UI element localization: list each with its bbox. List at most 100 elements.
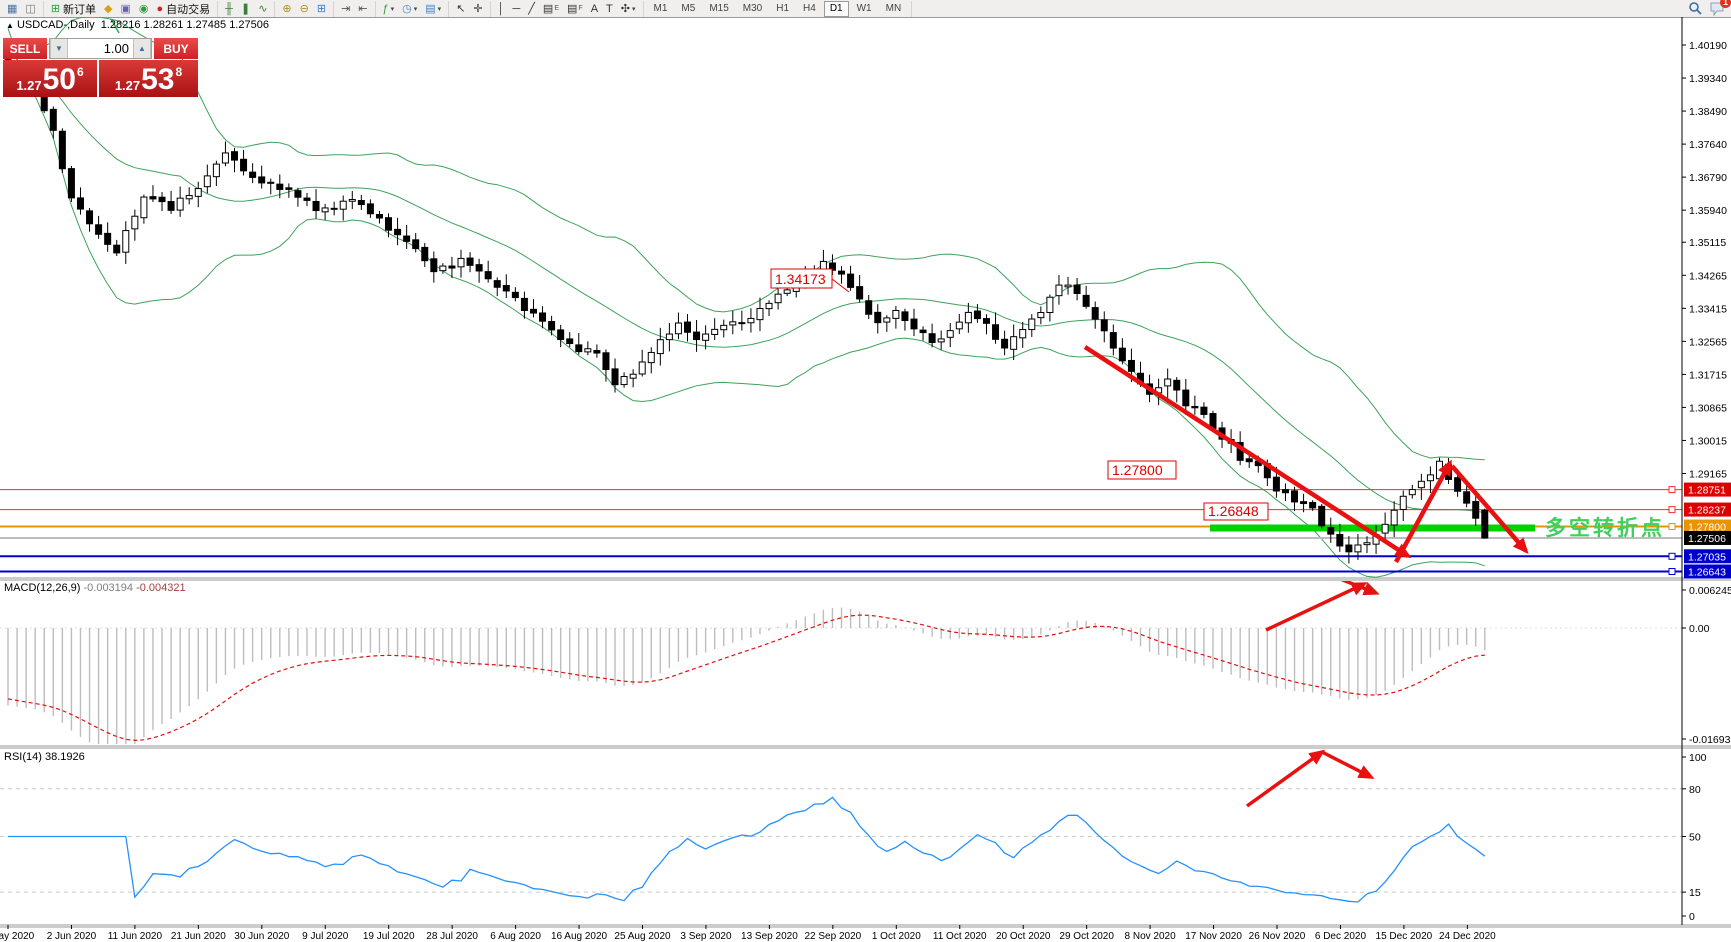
candle-body xyxy=(1127,359,1135,372)
bar-chart-type-icon[interactable]: ╫ xyxy=(222,2,236,16)
price-annotation-label: 1.26848 xyxy=(1203,502,1269,521)
candle-body xyxy=(1245,458,1253,463)
cursor-icon[interactable]: ↖ xyxy=(453,2,468,16)
candle-body xyxy=(1019,329,1027,339)
date-axis-label: 8 Nov 2020 xyxy=(1125,931,1177,942)
candle xyxy=(674,312,682,340)
candle xyxy=(838,266,846,284)
price-badge-text: 1.27035 xyxy=(1688,551,1726,563)
experts-icon[interactable]: ▣ xyxy=(118,2,134,16)
candle-body xyxy=(330,207,338,210)
horizontal-line-icon[interactable]: ─ xyxy=(510,2,524,16)
vertical-line-icon[interactable]: │ xyxy=(495,2,508,16)
sell-price-display[interactable]: 1.27 50 6 xyxy=(3,60,97,97)
candle xyxy=(1300,493,1308,513)
metaeditor-icon[interactable]: ◆ xyxy=(101,2,115,16)
periods-icon[interactable]: ◷ ▾ xyxy=(399,2,420,16)
fibonacci-icon[interactable]: ▤ F xyxy=(564,2,586,16)
charts-window-icon[interactable]: ▦ xyxy=(4,2,20,16)
candle-body xyxy=(1046,296,1054,313)
notifications-icon[interactable]: 1 xyxy=(1709,0,1731,17)
candle-body xyxy=(58,130,66,170)
candle-body xyxy=(684,321,691,333)
buy-button[interactable]: BUY xyxy=(154,38,198,59)
shapes-icon[interactable]: ✣ ▾ xyxy=(618,2,639,16)
candle xyxy=(1345,536,1353,564)
dropdown-caret-icon: ▾ xyxy=(413,5,418,13)
sell-button[interactable]: SELL xyxy=(3,38,47,59)
price-axis-label: 1.30015 xyxy=(1689,435,1727,447)
candle xyxy=(502,274,510,298)
candle xyxy=(140,194,148,224)
candle-body xyxy=(638,361,646,375)
candle xyxy=(158,192,166,212)
candle xyxy=(104,222,112,252)
timeframe-M5[interactable]: M5 xyxy=(681,2,696,14)
crosshair-icon: ✛ xyxy=(473,2,483,15)
zoom-window-icon[interactable]: ◫ xyxy=(22,2,38,16)
price-badge-text: 1.26643 xyxy=(1688,567,1726,579)
candle xyxy=(1399,490,1407,522)
toolbar-group-6: ↖ ✛ xyxy=(449,0,491,17)
volume-decrease-button[interactable]: ▼ xyxy=(50,39,68,58)
timeframe-M30[interactable]: M30 xyxy=(742,2,763,14)
timeframe-MN[interactable]: MN xyxy=(885,2,902,14)
timeframe-M1[interactable]: M1 xyxy=(653,2,668,14)
text-icon[interactable]: A xyxy=(588,2,601,16)
candle-chart-type-icon[interactable]: ❚ xyxy=(238,2,253,16)
autotrading-icon[interactable]: ● 自动交易 xyxy=(154,2,214,16)
signals-icon[interactable]: ◉ xyxy=(136,2,152,16)
candle xyxy=(883,315,891,332)
text-label-icon[interactable]: T xyxy=(603,2,616,16)
rsi-arrow-down xyxy=(1321,750,1375,779)
candle xyxy=(58,128,66,173)
timeframe-M15[interactable]: M15 xyxy=(709,2,729,14)
rsi-axis-label: 15 xyxy=(1689,887,1701,899)
candle xyxy=(484,260,492,283)
price-badge-1.27035 xyxy=(1684,549,1731,564)
candle-body xyxy=(194,188,202,197)
crosshair-icon[interactable]: ✛ xyxy=(470,2,485,16)
toolbar-group-1: ⊞ 新订单 ◆ ▣ ◉ ● 自动交易 xyxy=(44,0,219,17)
candle-body xyxy=(221,152,229,164)
buy-price-display[interactable]: 1.27 53 8 xyxy=(99,60,198,97)
zoom-in-icon[interactable]: ⊕ xyxy=(279,2,294,16)
candle-body xyxy=(647,351,655,364)
candle-body xyxy=(321,207,329,213)
candle xyxy=(955,313,963,335)
timeframe-D1[interactable]: D1 xyxy=(823,0,849,17)
volume-value[interactable]: 1.00 xyxy=(103,41,129,56)
trendline-icon[interactable]: ╱ xyxy=(525,2,538,16)
equidistant-channel-icon[interactable]: ▤ E xyxy=(540,2,562,16)
rsi-label: RSI(14) 38.1926 xyxy=(4,751,85,763)
search-icon[interactable] xyxy=(1688,1,1703,16)
line-chart-type-icon[interactable]: ∿ xyxy=(255,2,270,16)
templates-icon[interactable]: ▤ ▾ xyxy=(422,2,444,16)
price-axis-label: 1.29165 xyxy=(1689,468,1727,480)
tile-windows-icon[interactable]: ⊞ xyxy=(314,2,329,16)
timeframe-H4[interactable]: H4 xyxy=(803,2,816,14)
candle xyxy=(611,358,619,393)
timeframe-W1[interactable]: W1 xyxy=(856,2,872,14)
timeframe-H1[interactable]: H1 xyxy=(776,2,790,14)
rsi-axis-label: 80 xyxy=(1689,784,1701,796)
volume-increase-button[interactable]: ▲ xyxy=(133,39,151,58)
price-badge-text: 1.27800 xyxy=(1688,522,1726,534)
indicators-icon[interactable]: ƒ ▾ xyxy=(380,2,398,16)
zoom-out-icon[interactable]: ⊖ xyxy=(297,2,312,16)
candle xyxy=(421,242,429,267)
chart-shift-icon[interactable]: ⇥ xyxy=(338,2,353,16)
level-line-handle xyxy=(1668,486,1676,494)
candle xyxy=(638,349,646,377)
new-order-icon[interactable]: ⊞ 新订单 xyxy=(48,2,99,16)
auto-scroll-icon[interactable]: ⇤ xyxy=(355,2,370,16)
candle xyxy=(602,349,610,382)
candle-body xyxy=(448,265,456,269)
date-axis-label: 25 Aug 2020 xyxy=(614,931,671,942)
candle xyxy=(1417,473,1425,500)
candle xyxy=(231,148,238,173)
rsi-axis-label: 100 xyxy=(1689,752,1707,764)
auto-scroll-icon: ⇤ xyxy=(358,2,368,15)
candle xyxy=(321,203,329,220)
